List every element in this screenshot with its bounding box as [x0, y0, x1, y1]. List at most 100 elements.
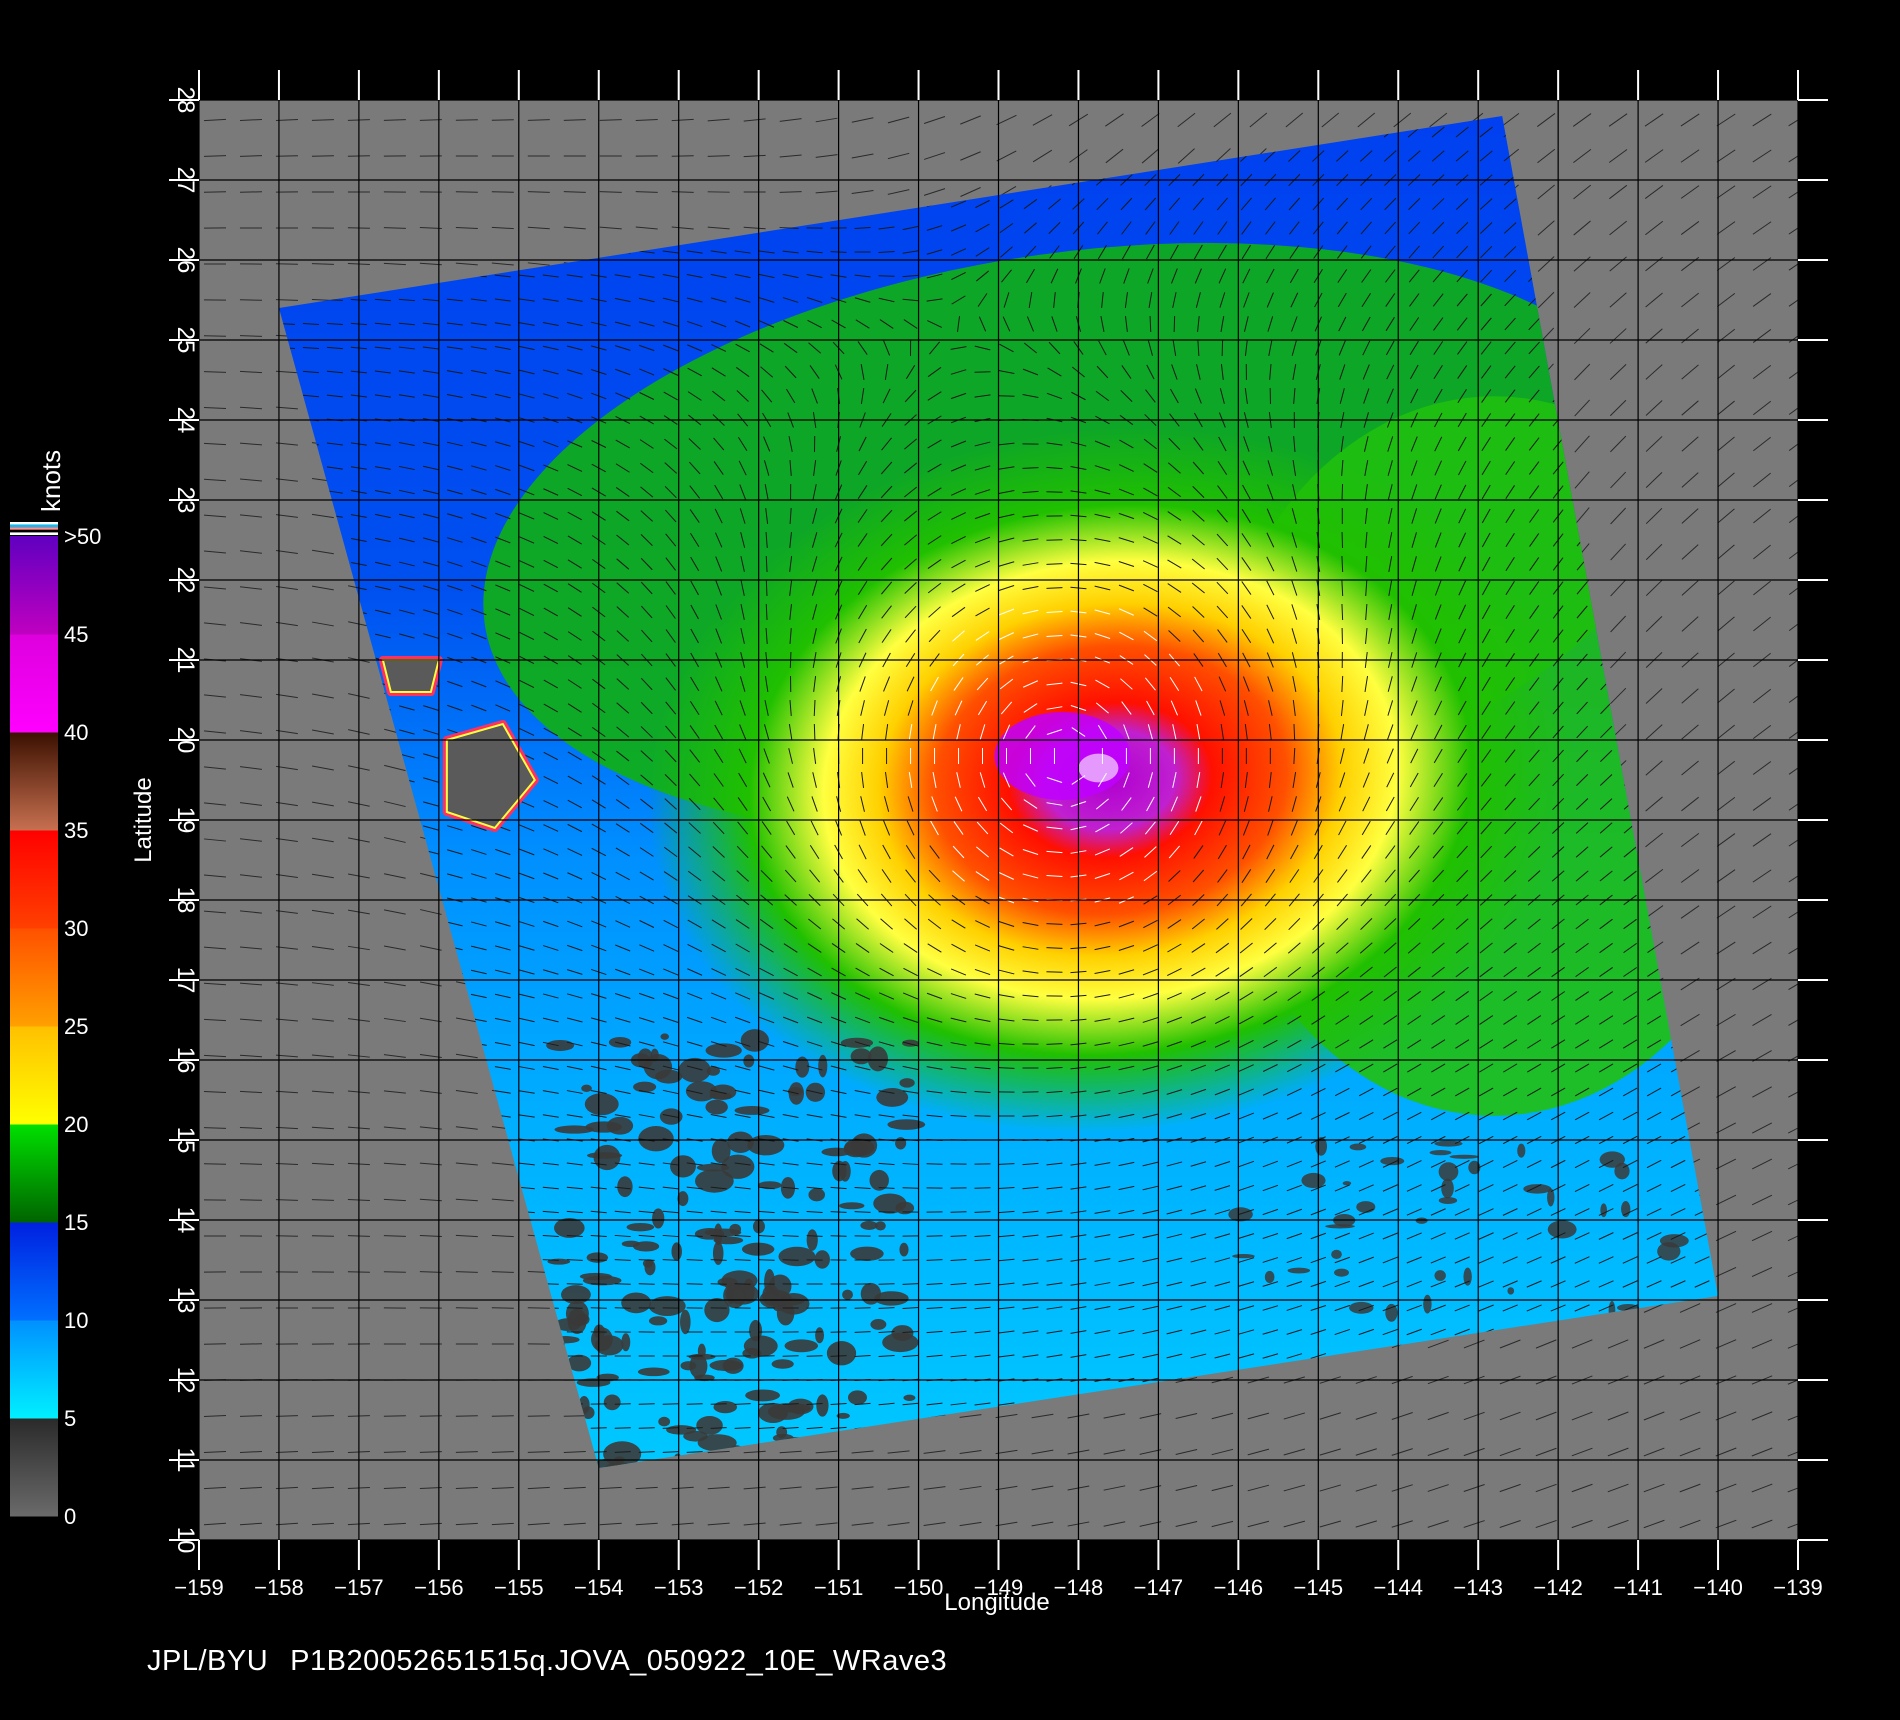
wind-barb [760, 869, 773, 883]
wind-barb [471, 632, 487, 640]
wind-barb [784, 869, 797, 883]
wind-barb [639, 847, 654, 857]
wind-barb [1217, 844, 1227, 860]
wind-barb [854, 1065, 871, 1071]
wind-barb [1646, 1159, 1662, 1169]
wind-barb [1190, 1281, 1207, 1287]
wind-barb [1385, 796, 1395, 812]
wind-barb [275, 1054, 298, 1058]
wind-barb [926, 1163, 943, 1165]
wind-barb [1292, 700, 1296, 716]
wind-barb [1537, 256, 1555, 272]
wind-barb [951, 606, 966, 618]
wind-barb [423, 801, 439, 807]
wind-barb [1286, 1329, 1303, 1335]
wind-barb [765, 531, 768, 549]
wind-barb [974, 1258, 991, 1262]
wind-barb [203, 982, 226, 986]
wind-barb [1118, 969, 1135, 975]
wind-barb [1341, 555, 1344, 573]
wind-barb [1169, 677, 1180, 691]
wind-barb [1455, 942, 1469, 954]
wind-barb [1334, 1328, 1351, 1336]
wind-barb [423, 633, 439, 639]
wind-barb [974, 560, 991, 568]
wind-barb [638, 1451, 655, 1453]
wind-barb [1190, 1064, 1207, 1072]
wind-barb [1503, 942, 1517, 954]
wind-barb [1364, 460, 1369, 476]
wind-barb [1046, 923, 1063, 925]
wind-barb [1526, 1111, 1542, 1121]
wind-barb [1118, 512, 1135, 520]
wind-barb [783, 967, 798, 977]
wind-barb [715, 532, 723, 548]
wind-barb [806, 1426, 823, 1430]
wind-barb [1195, 796, 1202, 812]
wind-barb [1022, 514, 1039, 518]
wind-barb [527, 262, 550, 266]
wind-barb [951, 535, 966, 545]
wind-barb [616, 726, 630, 738]
wind-barb [1244, 724, 1248, 740]
wind-barb [1143, 630, 1158, 642]
wind-barb [311, 1162, 334, 1166]
rain-patch [899, 1078, 915, 1088]
wind-barb [1788, 1091, 1798, 1098]
wind-barb [1335, 1015, 1350, 1025]
wind-barb [203, 1486, 227, 1490]
wind-barb [542, 1186, 559, 1190]
wind-barb [806, 1211, 823, 1213]
wind-barb [239, 1163, 262, 1165]
wind-barb [686, 1162, 703, 1166]
wind-barb [419, 262, 442, 266]
wind-barb [1190, 1305, 1207, 1311]
wind-barb [1715, 1267, 1737, 1277]
wind-barb [1022, 490, 1039, 494]
rain-patch [1334, 1268, 1349, 1277]
wind-barb [311, 1090, 334, 1094]
rain-patch [860, 1220, 878, 1230]
wind-barb [383, 1415, 406, 1417]
wind-barb [995, 1485, 1018, 1491]
wind-barb [616, 582, 630, 594]
wind-barb [809, 844, 820, 860]
wind-barb [1384, 869, 1396, 883]
wind-barb [383, 909, 406, 915]
wind-barb [311, 513, 334, 519]
rain-patch [704, 1228, 742, 1237]
wind-barb [1360, 918, 1373, 930]
rain-patch [826, 1341, 857, 1366]
wind-barb [542, 969, 559, 975]
wind-barb [638, 1114, 655, 1118]
wind-barb [1505, 701, 1516, 715]
wind-barb [1147, 724, 1153, 740]
wind-barb [1434, 532, 1442, 548]
wind-barb [491, 1198, 514, 1202]
wind-barb [1716, 185, 1736, 199]
wind-barb [880, 461, 893, 475]
wind-barb [710, 1162, 727, 1166]
wind-barb [851, 1450, 874, 1454]
wind-barb [470, 465, 487, 471]
wind-barb [1363, 748, 1370, 764]
wind-barb [734, 1235, 751, 1237]
rain-patch [1523, 1184, 1552, 1194]
wind-barb [665, 533, 677, 547]
wind-barb [1680, 149, 1700, 163]
wind-barb [1046, 634, 1063, 638]
wind-barb [640, 726, 653, 738]
wind-barb [879, 943, 894, 953]
wind-barb [470, 969, 487, 975]
wind-barb [1406, 1232, 1422, 1240]
wind-barb [563, 226, 586, 230]
wind-barb [567, 631, 582, 641]
wind-barb [851, 1522, 874, 1526]
wind-barb [1480, 821, 1492, 835]
wind-barb [1753, 436, 1771, 452]
wind-barb [491, 226, 514, 230]
wind-barb [1046, 776, 1063, 784]
wind-barb [884, 772, 889, 788]
wind-barb [977, 796, 988, 812]
wind-barb [854, 1355, 871, 1357]
